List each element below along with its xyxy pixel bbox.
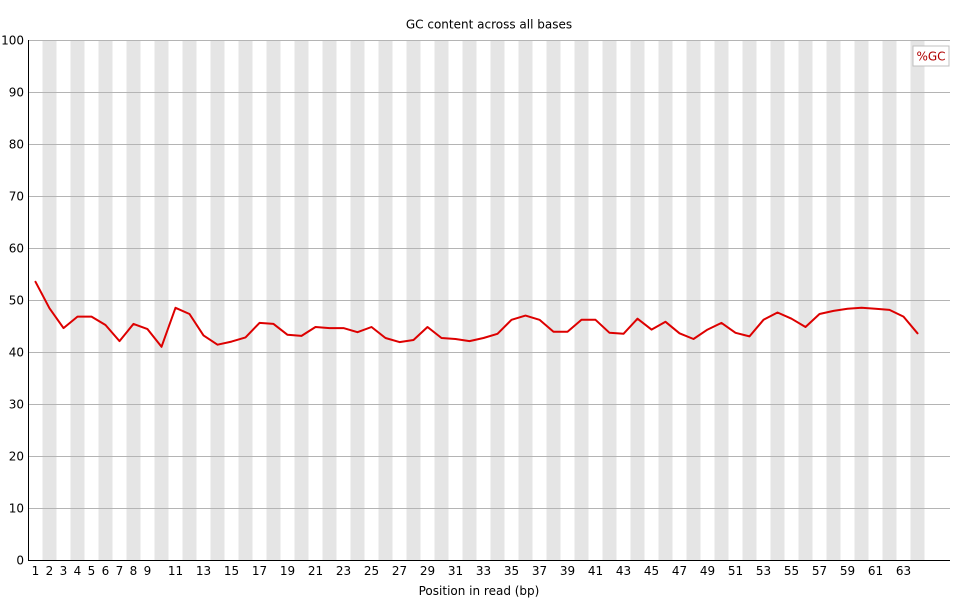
x-tick-label-63: 63 xyxy=(896,564,911,578)
y-tick-label-40: 40 xyxy=(9,346,24,360)
x-axis-label: Position in read (bp) xyxy=(419,584,540,598)
series-line-gc xyxy=(34,280,919,348)
x-tick-label-35: 35 xyxy=(504,564,519,578)
x-tick-label-11: 11 xyxy=(168,564,183,578)
chart-title: GC content across all bases xyxy=(406,18,572,32)
x-tick-label-3: 3 xyxy=(60,564,68,578)
x-tick-label-45: 45 xyxy=(644,564,659,578)
y-tick-label-70: 70 xyxy=(9,190,24,204)
x-tick-label-19: 19 xyxy=(280,564,295,578)
x-tick-label-13: 13 xyxy=(196,564,211,578)
x-tick-label-57: 57 xyxy=(812,564,827,578)
series-layer xyxy=(34,280,919,348)
x-tick-label-43: 43 xyxy=(616,564,631,578)
x-tick-label-1: 1 xyxy=(32,564,40,578)
grid-lines xyxy=(28,40,950,509)
x-tick-label-31: 31 xyxy=(448,564,463,578)
y-tick-labels: 0 10 20 30 40 50 60 70 80 90 100 xyxy=(1,34,24,568)
legend: %GC xyxy=(912,45,950,67)
x-tick-label-9: 9 xyxy=(144,564,152,578)
x-tick-label-49: 49 xyxy=(700,564,715,578)
x-tick-label-33: 33 xyxy=(476,564,491,578)
x-tick-label-6: 6 xyxy=(102,564,110,578)
x-tick-labels: 1 2 3 4 5 6 7 8 9 11 13 15 17 19 21 23 25 27 29 31 33 35 37 39 4… xyxy=(32,564,911,578)
x-tick-label-17: 17 xyxy=(252,564,267,578)
x-tick-label-39: 39 xyxy=(560,564,575,578)
x-tick-label-29: 29 xyxy=(420,564,435,578)
x-tick-label-4: 4 xyxy=(74,564,82,578)
x-tick-label-23: 23 xyxy=(336,564,351,578)
x-tick-label-8: 8 xyxy=(130,564,138,578)
y-tick-label-50: 50 xyxy=(9,294,24,308)
x-tick-label-5: 5 xyxy=(88,564,96,578)
y-tick-label-20: 20 xyxy=(9,450,24,464)
x-tick-label-27: 27 xyxy=(392,564,407,578)
x-tick-label-25: 25 xyxy=(364,564,379,578)
x-tick-label-37: 37 xyxy=(532,564,547,578)
y-tick-label-0: 0 xyxy=(16,554,24,568)
x-tick-label-15: 15 xyxy=(224,564,239,578)
y-tick-label-100: 100 xyxy=(1,34,24,48)
x-tick-label-47: 47 xyxy=(672,564,687,578)
x-tick-label-59: 59 xyxy=(840,564,855,578)
x-tick-label-55: 55 xyxy=(784,564,799,578)
y-tick-label-80: 80 xyxy=(9,138,24,152)
x-tick-label-51: 51 xyxy=(728,564,743,578)
y-tick-label-60: 60 xyxy=(9,242,24,256)
axes xyxy=(28,40,950,561)
legend-box xyxy=(912,45,950,67)
x-tick-label-7: 7 xyxy=(116,564,124,578)
y-tick-label-90: 90 xyxy=(9,86,24,100)
legend-label-gc: %GC xyxy=(916,50,945,64)
x-tick-label-2: 2 xyxy=(46,564,54,578)
y-tick-label-10: 10 xyxy=(9,502,24,516)
x-tick-label-21: 21 xyxy=(308,564,323,578)
y-tick-label-30: 30 xyxy=(9,398,24,412)
x-tick-label-41: 41 xyxy=(588,564,603,578)
x-tick-label-61: 61 xyxy=(868,564,883,578)
x-tick-label-53: 53 xyxy=(756,564,771,578)
